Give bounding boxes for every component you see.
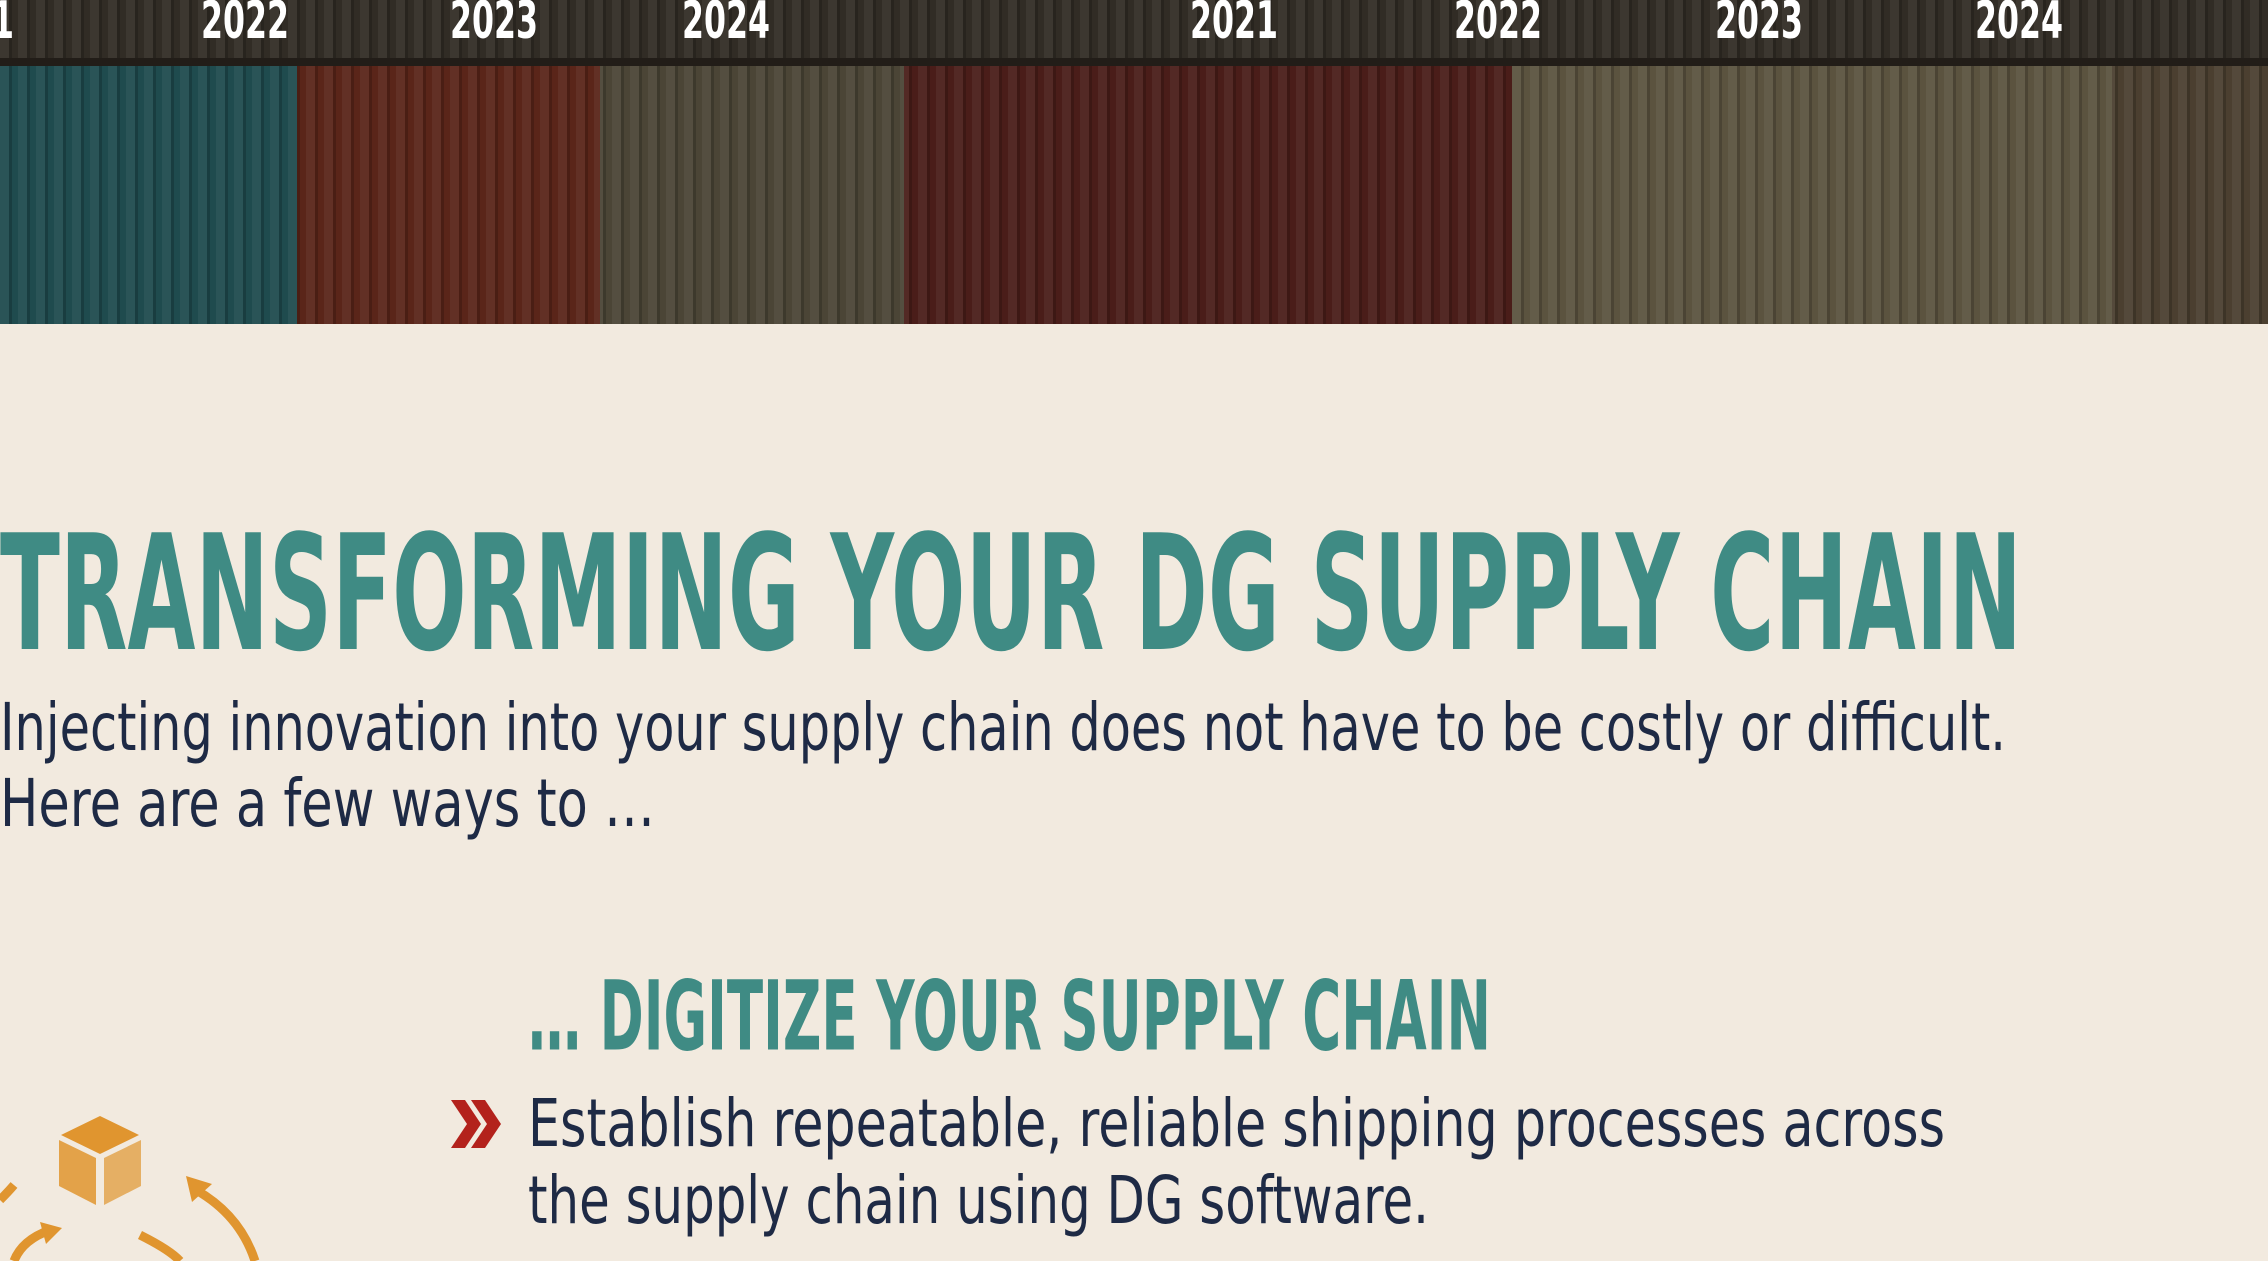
year-label: 2024 <box>682 0 770 51</box>
year-label: 2022 <box>201 0 289 51</box>
intro-line: Injecting innovation into your supply ch… <box>0 689 2006 766</box>
year-label: 2021 <box>1190 0 1278 51</box>
supply-icon <box>0 1116 255 1261</box>
year-label: 2022 <box>1454 0 1542 51</box>
bullet-icon <box>451 1100 501 1148</box>
page: 2021 2022 2023 2024 2021 2022 2023 2024 TRANSFO… <box>0 0 2268 1261</box>
container-banner <box>0 0 2268 324</box>
bullet-text: the supply chain using DG software. <box>528 1162 1429 1239</box>
bullet-text: Establish repeatable, reliable shipping … <box>528 1085 1945 1162</box>
year-label: 2023 <box>450 0 538 51</box>
year-label: 2023 <box>1715 0 1803 51</box>
section-heading: … DIGITIZE YOUR SUPPLY CHAIN <box>528 960 1491 1072</box>
year-label: 2021 <box>0 0 14 51</box>
intro-line: Here are a few ways to … <box>0 765 655 842</box>
page-title: TRANSFORMING YOUR DG SUPPLY CHAIN <box>0 500 2022 687</box>
year-label: 2024 <box>1975 0 2063 51</box>
slide: 2021 2022 2023 2024 2021 2022 2023 2024 TRANSFO… <box>0 0 2268 1261</box>
